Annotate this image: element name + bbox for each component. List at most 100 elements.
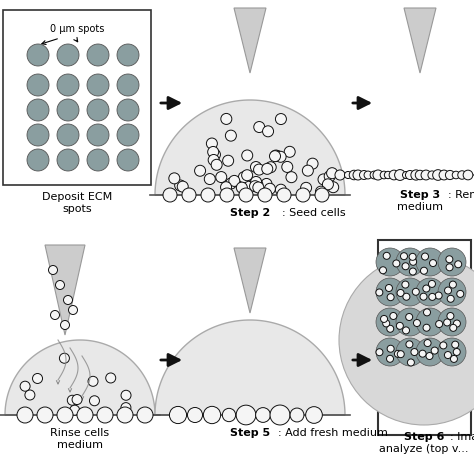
Circle shape — [421, 170, 431, 180]
Circle shape — [411, 348, 418, 356]
Circle shape — [27, 44, 49, 66]
Circle shape — [61, 320, 70, 329]
Circle shape — [238, 172, 249, 182]
Circle shape — [222, 408, 236, 422]
Circle shape — [208, 155, 219, 165]
Circle shape — [318, 174, 329, 185]
Circle shape — [229, 175, 240, 186]
Circle shape — [458, 171, 466, 179]
Circle shape — [324, 171, 335, 182]
Circle shape — [177, 181, 188, 192]
Circle shape — [290, 408, 304, 422]
Polygon shape — [234, 8, 266, 73]
Circle shape — [72, 394, 82, 404]
Circle shape — [221, 113, 232, 125]
Circle shape — [454, 320, 460, 327]
Circle shape — [450, 356, 457, 363]
Circle shape — [411, 170, 421, 180]
Circle shape — [423, 309, 430, 316]
Circle shape — [301, 182, 311, 193]
Circle shape — [396, 338, 424, 366]
Circle shape — [428, 171, 436, 179]
Circle shape — [383, 252, 390, 259]
Circle shape — [25, 390, 35, 400]
Circle shape — [87, 124, 109, 146]
Circle shape — [225, 130, 237, 141]
Polygon shape — [5, 340, 155, 415]
Circle shape — [204, 173, 215, 184]
Circle shape — [349, 170, 359, 180]
Circle shape — [258, 188, 272, 202]
Circle shape — [306, 407, 322, 423]
Circle shape — [220, 182, 231, 193]
Circle shape — [394, 170, 405, 181]
Circle shape — [409, 254, 416, 260]
Circle shape — [345, 172, 352, 179]
Circle shape — [416, 338, 444, 366]
Circle shape — [423, 285, 430, 292]
Circle shape — [450, 324, 457, 331]
Circle shape — [359, 171, 368, 180]
Circle shape — [405, 171, 415, 180]
FancyBboxPatch shape — [3, 10, 151, 185]
Circle shape — [37, 407, 53, 423]
Circle shape — [393, 260, 400, 267]
Circle shape — [254, 164, 264, 175]
Circle shape — [264, 183, 275, 194]
Circle shape — [428, 281, 436, 287]
Circle shape — [27, 124, 49, 146]
Circle shape — [402, 263, 409, 270]
Circle shape — [210, 149, 220, 160]
Text: : Remove: : Remove — [448, 190, 474, 200]
Circle shape — [376, 289, 383, 296]
Circle shape — [201, 188, 215, 202]
Circle shape — [258, 188, 269, 199]
Circle shape — [403, 293, 410, 300]
Circle shape — [316, 186, 327, 197]
Circle shape — [447, 295, 454, 302]
Circle shape — [439, 170, 449, 180]
Circle shape — [408, 359, 414, 366]
Circle shape — [431, 347, 438, 354]
Circle shape — [277, 188, 291, 202]
Circle shape — [203, 406, 221, 424]
Circle shape — [90, 396, 100, 406]
Circle shape — [57, 407, 73, 423]
Circle shape — [87, 74, 109, 96]
Circle shape — [223, 155, 234, 166]
Circle shape — [423, 324, 430, 331]
Circle shape — [27, 74, 49, 96]
Circle shape — [59, 353, 69, 363]
Circle shape — [315, 188, 329, 202]
Text: spots: spots — [62, 204, 92, 214]
Polygon shape — [45, 245, 85, 335]
Circle shape — [249, 181, 261, 191]
Circle shape — [208, 146, 219, 157]
Circle shape — [236, 405, 256, 425]
Circle shape — [57, 74, 79, 96]
Polygon shape — [234, 248, 266, 313]
Circle shape — [396, 322, 403, 329]
Circle shape — [424, 339, 431, 346]
Circle shape — [57, 99, 79, 121]
Circle shape — [262, 164, 273, 174]
Circle shape — [396, 248, 424, 276]
Circle shape — [429, 260, 437, 266]
Circle shape — [220, 188, 234, 202]
Circle shape — [265, 162, 276, 173]
Circle shape — [250, 162, 262, 173]
Circle shape — [282, 162, 293, 173]
Circle shape — [169, 173, 180, 184]
Text: Deposit ECM: Deposit ECM — [42, 192, 112, 202]
Text: : Image &: : Image & — [450, 432, 474, 442]
Circle shape — [270, 150, 282, 161]
Circle shape — [87, 149, 109, 171]
Circle shape — [169, 406, 187, 424]
Circle shape — [457, 291, 464, 297]
Circle shape — [420, 267, 428, 274]
Circle shape — [438, 278, 466, 306]
Circle shape — [453, 348, 460, 356]
Circle shape — [438, 308, 466, 336]
Circle shape — [67, 395, 77, 405]
Circle shape — [216, 172, 227, 182]
